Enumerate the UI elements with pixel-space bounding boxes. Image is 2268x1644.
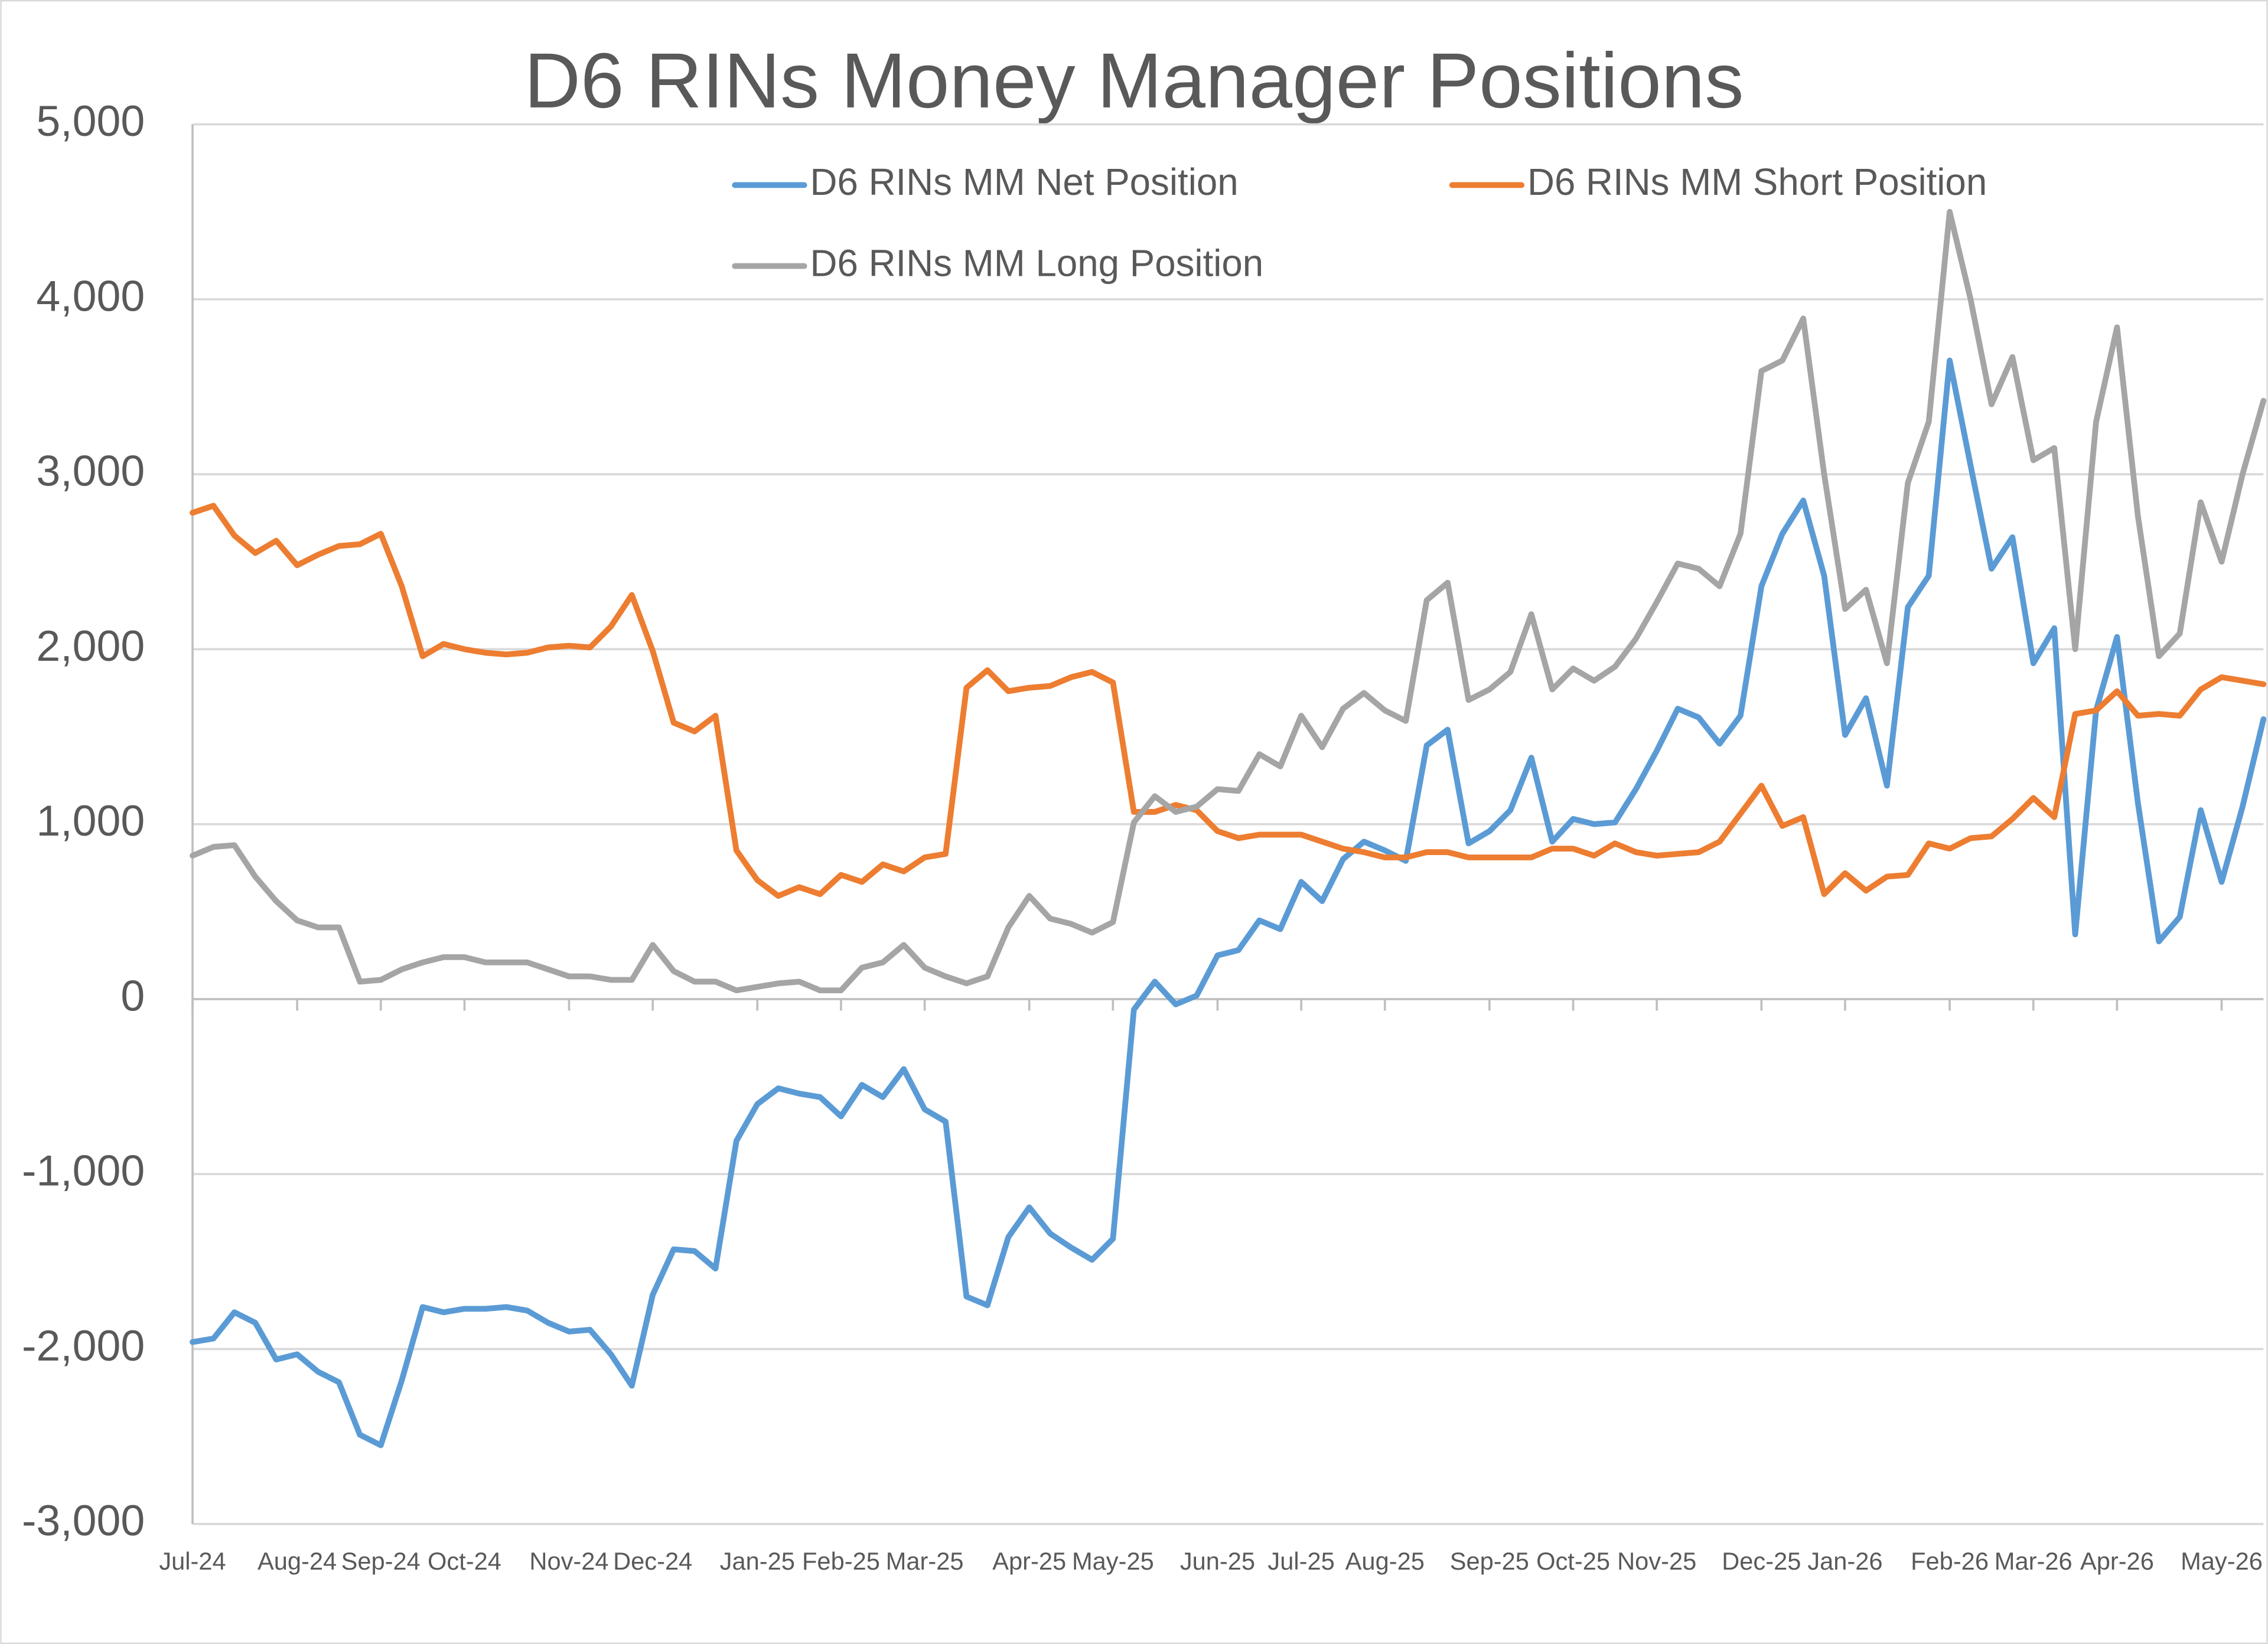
y-tick-label: 4,000	[36, 272, 145, 320]
x-tick-label: Sep-24	[341, 1547, 421, 1575]
y-tick-label: -1,000	[22, 1147, 145, 1195]
legend-label: D6 RINs MM Net Position	[810, 161, 1239, 203]
x-tick-label: Feb-26	[1911, 1547, 1989, 1575]
x-tick-label: May-26	[2181, 1547, 2263, 1575]
x-tick-label: Mar-25	[886, 1547, 964, 1575]
lines	[190, 208, 2267, 1449]
x-tick-label: Aug-25	[1345, 1547, 1425, 1575]
y-tick-label: -2,000	[22, 1322, 145, 1370]
grid	[192, 123, 2264, 1525]
axes: -3,000 -2,000 -1,000 0 1,000 2,000 3,000 4,000 5…	[22, 97, 2263, 1575]
series-line	[190, 503, 2267, 899]
y-tick-label: 0	[120, 971, 145, 1020]
y-tick-label: 3,000	[36, 447, 145, 495]
x-tick-label: Aug-24	[258, 1547, 337, 1575]
x-tick-label: Mar-26	[1995, 1547, 2073, 1575]
x-tick-label: Dec-24	[613, 1547, 692, 1575]
x-tick-label: Oct-25	[1536, 1547, 1610, 1575]
y-tick-label: 1,000	[36, 797, 145, 845]
x-tick-label: Jan-26	[1807, 1547, 1882, 1575]
x-tick-label: Jul-25	[1267, 1547, 1334, 1575]
series-line	[190, 357, 2267, 1449]
y-tick-label: 5,000	[36, 97, 145, 145]
x-tick-label: Feb-25	[802, 1547, 880, 1575]
x-tick-label: Jul-24	[159, 1547, 226, 1575]
x-tick-label: Dec-25	[1722, 1547, 1801, 1575]
x-tick-label: Jan-25	[720, 1547, 795, 1575]
x-tick-label: Apr-26	[2080, 1547, 2154, 1575]
legend-label: D6 RINs MM Short Position	[1527, 161, 1987, 203]
x-tick-label: Jun-25	[1180, 1547, 1255, 1575]
chart-title: D6 RINs Money Manager Positions	[524, 37, 1744, 125]
y-tick-label: 2,000	[36, 622, 145, 670]
x-tick-label: Oct-24	[428, 1547, 501, 1575]
legend: D6 RINs MM Net Position D6 RINs MM Short …	[732, 161, 1987, 284]
x-tick-label: Apr-25	[992, 1547, 1066, 1575]
x-tick-label: May-25	[1072, 1547, 1154, 1575]
x-tick-label: Nov-25	[1617, 1547, 1696, 1575]
x-tick-label: Sep-25	[1450, 1547, 1529, 1575]
y-tick-label: -3,000	[22, 1496, 145, 1545]
x-tick-label: Nov-24	[529, 1547, 608, 1575]
legend-label: D6 RINs MM Long Position	[810, 242, 1264, 284]
series-line	[190, 208, 2267, 994]
